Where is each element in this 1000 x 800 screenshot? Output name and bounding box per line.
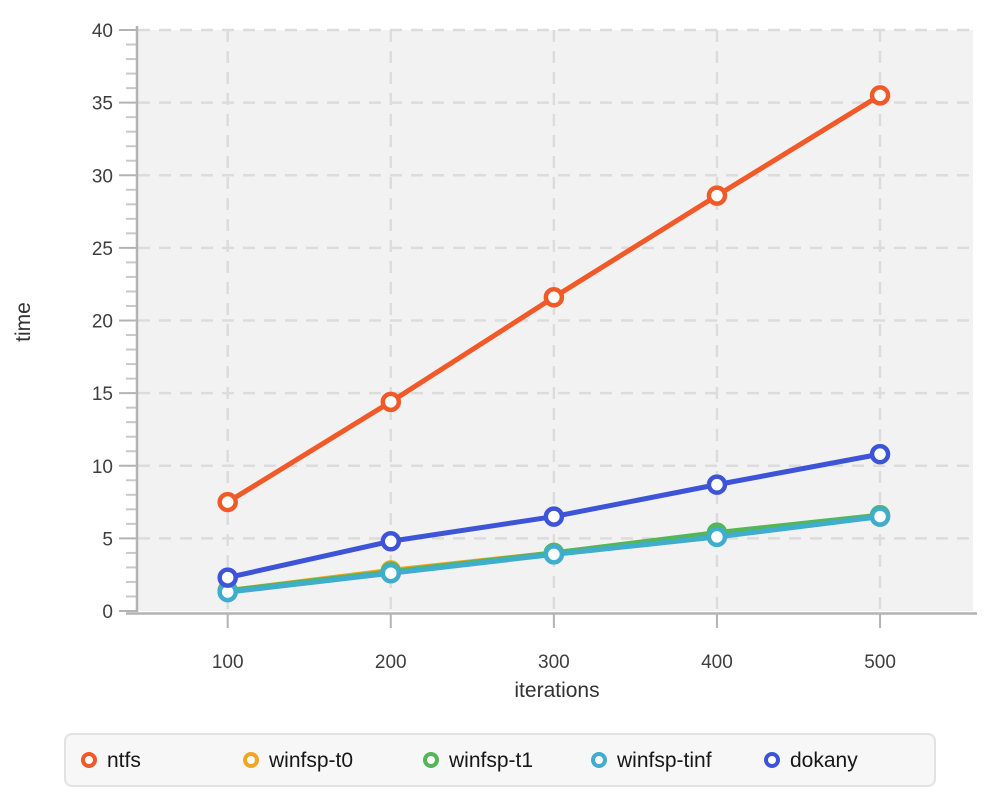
data-point-winfsp-tinf xyxy=(543,544,565,565)
data-point-dokany xyxy=(380,531,402,552)
y-tick-label: 25 xyxy=(92,239,113,260)
legend-item-winfsp-t1: winfsp-t1 xyxy=(423,735,533,785)
legend-marker-winfsp-tinf-icon xyxy=(591,752,607,768)
x-tick-label: 200 xyxy=(375,652,407,673)
legend-label-ntfs: ntfs xyxy=(107,748,141,772)
data-point-ntfs xyxy=(706,185,728,206)
x-axis-title: iterations xyxy=(514,679,599,702)
data-point-dokany xyxy=(869,443,891,465)
data-point-ntfs xyxy=(380,391,402,413)
legend-label-winfsp-t0: winfsp-t0 xyxy=(269,748,354,772)
y-tick-label: 5 xyxy=(102,529,113,550)
data-point-winfsp-tinf xyxy=(869,506,891,527)
legend-label-winfsp-tinf: winfsp-tinf xyxy=(617,748,712,772)
x-tick-label: 100 xyxy=(212,652,244,673)
legend-marker-dokany-icon xyxy=(764,752,780,768)
data-point-dokany xyxy=(706,474,728,495)
y-axis-title: time xyxy=(12,302,35,342)
y-tick-label: 10 xyxy=(92,457,113,478)
y-tick-label: 40 xyxy=(92,21,113,42)
y-tick-label: 20 xyxy=(92,312,113,333)
legend-marker-ntfs-icon xyxy=(81,752,97,768)
data-point-ntfs xyxy=(217,491,238,513)
x-tick-label: 500 xyxy=(864,652,896,673)
y-tick-label: 15 xyxy=(92,384,113,405)
legend-item-winfsp-t0: winfsp-t0 xyxy=(243,735,353,785)
y-tick-label: 30 xyxy=(92,166,113,187)
y-tick-label: 0 xyxy=(102,602,113,623)
data-point-ntfs xyxy=(869,85,891,106)
x-tick-label: 300 xyxy=(538,652,570,673)
y-tick-label: 35 xyxy=(92,94,113,115)
data-point-dokany xyxy=(543,506,565,527)
legend-item-dokany: dokany xyxy=(764,735,858,785)
data-point-winfsp-tinf xyxy=(706,526,728,548)
data-point-dokany xyxy=(217,567,238,588)
legend-label-dokany: dokany xyxy=(790,748,858,772)
legend: ntfs winfsp-t0 winfsp-t1 winfsp-tinf dok… xyxy=(64,733,936,787)
data-point-winfsp-tinf xyxy=(380,562,402,584)
legend-label-winfsp-t1: winfsp-t1 xyxy=(449,748,534,772)
legend-marker-winfsp-t1-icon xyxy=(423,752,439,768)
legend-marker-winfsp-t0-icon xyxy=(243,752,259,768)
legend-item-winfsp-tinf: winfsp-tinf xyxy=(591,735,712,785)
legend-item-ntfs: ntfs xyxy=(81,735,141,785)
data-point-ntfs xyxy=(543,287,565,308)
x-tick-label: 400 xyxy=(701,652,733,673)
